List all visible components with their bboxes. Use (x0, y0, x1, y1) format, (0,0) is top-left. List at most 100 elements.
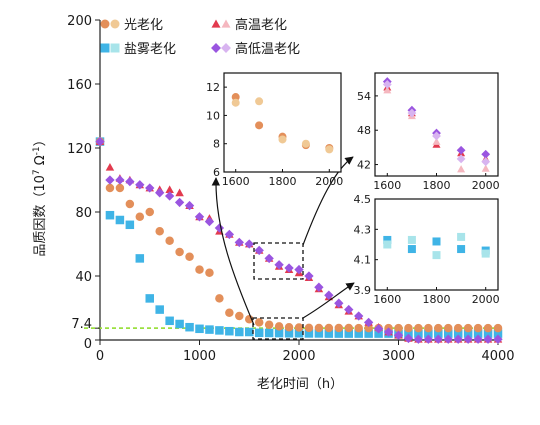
legend-marker-open-salt-fog-aging (110, 43, 120, 53)
data-point-salt-fog-aging (424, 329, 433, 338)
data-point-light-aging (225, 308, 234, 318)
inset-frame (223, 72, 342, 173)
data-point-light-aging (414, 323, 423, 333)
data-point-light-aging (483, 323, 493, 333)
data-point-high-low-temp-aging (334, 298, 344, 308)
inset-data-point-salt-fog-aging (457, 232, 466, 241)
y-tick-label: 200 (67, 14, 92, 29)
legend-marker-salt-fog-aging (100, 43, 110, 53)
inset-temp: 1600 1800 2000 42 48 54 (357, 72, 500, 192)
data-point-high-low-temp-aging (164, 191, 175, 201)
legend-label-high-temp-aging: 高温老化 (235, 17, 287, 33)
data-point-light-aging (245, 314, 254, 324)
inset-data-point-high-low-temp-aging (456, 145, 466, 155)
data-point-high-low-temp-aging (174, 197, 185, 208)
data-point-salt-fog-aging (235, 327, 244, 337)
data-point-light-aging (493, 323, 503, 333)
zoom-box-light-salt (252, 317, 304, 340)
data-point-high-low-temp-aging (433, 334, 443, 344)
data-point-light-aging (404, 323, 413, 333)
data-point-light-aging (254, 318, 264, 327)
inset-data-point-high-temp-aging (457, 165, 466, 173)
data-point-high-low-temp-aging (105, 175, 115, 185)
data-point-salt-fog-aging (434, 329, 443, 338)
data-point-high-low-temp-aging (95, 136, 105, 147)
zoom-indicators (211, 156, 355, 340)
data-point-light-aging (344, 323, 353, 333)
data-point-salt-fog-aging (135, 254, 145, 263)
y-axis-label-mid: Ω (33, 155, 48, 169)
data-point-salt-fog-aging (473, 329, 483, 338)
y-axis-label-exp1: 7 (32, 169, 42, 175)
inset-data-point-salt-fog-aging (383, 240, 392, 249)
data-point-high-low-temp-aging (324, 290, 334, 300)
data-point-light-aging (135, 212, 145, 222)
inset-frame (374, 72, 499, 177)
data-point-light-aging (155, 226, 164, 236)
data-point-high-low-temp-aging (125, 176, 135, 187)
legend-marker-high-temp-aging (211, 19, 221, 28)
data-point-high-low-temp-aging (423, 334, 434, 344)
inset-y-tick-label: 6 (213, 166, 220, 179)
y-axis-label-exp2: -1 (32, 146, 42, 155)
y-tick-label: 40 (75, 270, 92, 285)
data-point-high-low-temp-aging (483, 334, 493, 344)
data-point-salt-fog-aging (284, 329, 294, 338)
inset-y-tick-label: 42 (357, 159, 371, 172)
data-point-high-temp-aging (105, 162, 115, 171)
data-point-light-aging (105, 183, 115, 193)
legend-marker-open-light-aging (110, 19, 120, 29)
inset-data-point-high-low-temp-aging (432, 131, 441, 141)
inset-y-tick-label: 54 (357, 90, 371, 103)
data-point-high-low-temp-aging (214, 223, 225, 233)
data-point-salt-fog-aging (215, 326, 224, 335)
inset-data-point-light-aging (255, 121, 264, 130)
inset-y-tick-label: 4.3 (354, 223, 372, 236)
legend-marker-open-high-temp-aging (221, 19, 231, 28)
data-point-high-low-temp-aging (244, 239, 254, 249)
data-point-light-aging (145, 207, 154, 217)
data-point-salt-fog-aging (444, 329, 453, 338)
y-axis-label-main: 品质因数（10 (33, 175, 48, 257)
data-point-salt-fog-aging (205, 325, 214, 334)
inset-x-tick-label: 1600 (222, 175, 250, 188)
data-point-high-low-temp-aging (393, 330, 404, 340)
data-point-light-aging (434, 323, 443, 333)
y-axis-label-end: ） (33, 133, 48, 146)
legend-label-high-low-temp-aging: 高低温老化 (235, 41, 300, 57)
data-point-high-low-temp-aging (284, 263, 294, 273)
inset-x-tick-label: 1800 (269, 175, 297, 188)
zoom-arrow-light (211, 177, 255, 326)
inset-data-point-salt-fog-aging (457, 245, 466, 254)
data-point-light-aging (125, 199, 135, 209)
inset-x-tick-label: 1600 (373, 179, 401, 192)
inset-y-tick-label: 10 (206, 109, 220, 122)
legend-marker-high-low-temp-aging (211, 43, 221, 53)
axis-labels: 老化时间（h） 品质因数（107 Ω-1） (32, 133, 343, 392)
data-point-high-low-temp-aging (155, 188, 165, 198)
data-point-high-low-temp-aging (204, 216, 215, 227)
y-tick-label: 120 (67, 142, 92, 157)
inset-data-point-high-temp-aging (383, 86, 392, 94)
inset-data-point-high-low-temp-aging (481, 157, 491, 167)
data-point-high-temp-aging (175, 188, 184, 197)
data-point-salt-fog-aging (264, 328, 274, 338)
data-point-light-aging (334, 323, 344, 333)
data-point-salt-fog-aging (463, 329, 473, 338)
data-point-light-aging (175, 247, 184, 257)
data-point-light-aging (314, 323, 324, 333)
inset-data-point-high-low-temp-aging (382, 80, 392, 89)
data-point-high-low-temp-aging (135, 180, 145, 190)
data-point-high-low-temp-aging (453, 334, 463, 344)
y-tick-label: 80 (75, 206, 92, 221)
inset-x-tick-label: 1800 (423, 293, 451, 306)
data-point-salt-fog-aging (165, 316, 174, 326)
data-point-salt-fog-aging (225, 326, 234, 336)
y-tick-label: 160 (67, 78, 92, 93)
x-tick-label: 3000 (382, 349, 415, 364)
data-point-salt-fog-aging (105, 210, 115, 220)
data-point-high-low-temp-aging (373, 324, 384, 334)
